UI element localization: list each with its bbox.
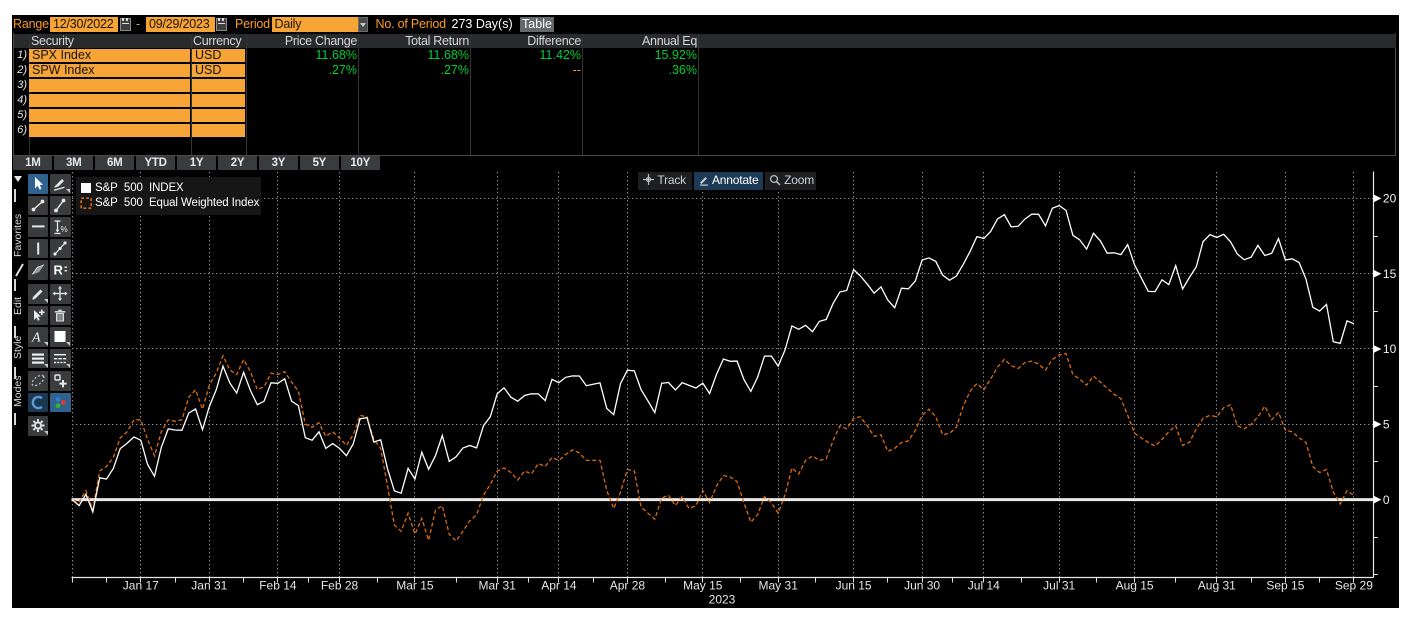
svg-text:Jul 14: Jul 14 [968, 579, 1000, 593]
svg-text:Mar 15: Mar 15 [396, 579, 434, 593]
svg-text:15: 15 [1383, 267, 1397, 281]
svg-text:May 31: May 31 [759, 579, 799, 593]
svg-text:Jun 15: Jun 15 [836, 579, 872, 593]
svg-text:Feb 14: Feb 14 [259, 579, 297, 593]
svg-text:A: A [31, 331, 41, 346]
svg-text:Jul 31: Jul 31 [1043, 579, 1075, 593]
svg-text:Sep 15: Sep 15 [1266, 579, 1304, 593]
svg-text:Aug 31: Aug 31 [1198, 579, 1236, 593]
svg-text:2023: 2023 [709, 593, 736, 607]
svg-text:0: 0 [1383, 493, 1390, 507]
svg-text:5: 5 [1383, 418, 1390, 432]
svg-text:Feb 28: Feb 28 [321, 579, 359, 593]
svg-text:%: % [61, 225, 68, 234]
svg-text:R: R [54, 263, 64, 278]
svg-text:Apr 28: Apr 28 [610, 579, 646, 593]
svg-text:Aug 15: Aug 15 [1116, 579, 1154, 593]
svg-text:May 15: May 15 [683, 579, 723, 593]
svg-text:Jan 31: Jan 31 [191, 579, 227, 593]
svg-text:10: 10 [1383, 342, 1397, 356]
svg-text:Jan 17: Jan 17 [123, 579, 159, 593]
svg-text:Sep 29: Sep 29 [1335, 579, 1373, 593]
svg-text:20: 20 [1383, 192, 1397, 206]
svg-text:Mar 31: Mar 31 [479, 579, 517, 593]
svg-text:Jun 30: Jun 30 [904, 579, 940, 593]
svg-text:Apr 14: Apr 14 [541, 579, 577, 593]
